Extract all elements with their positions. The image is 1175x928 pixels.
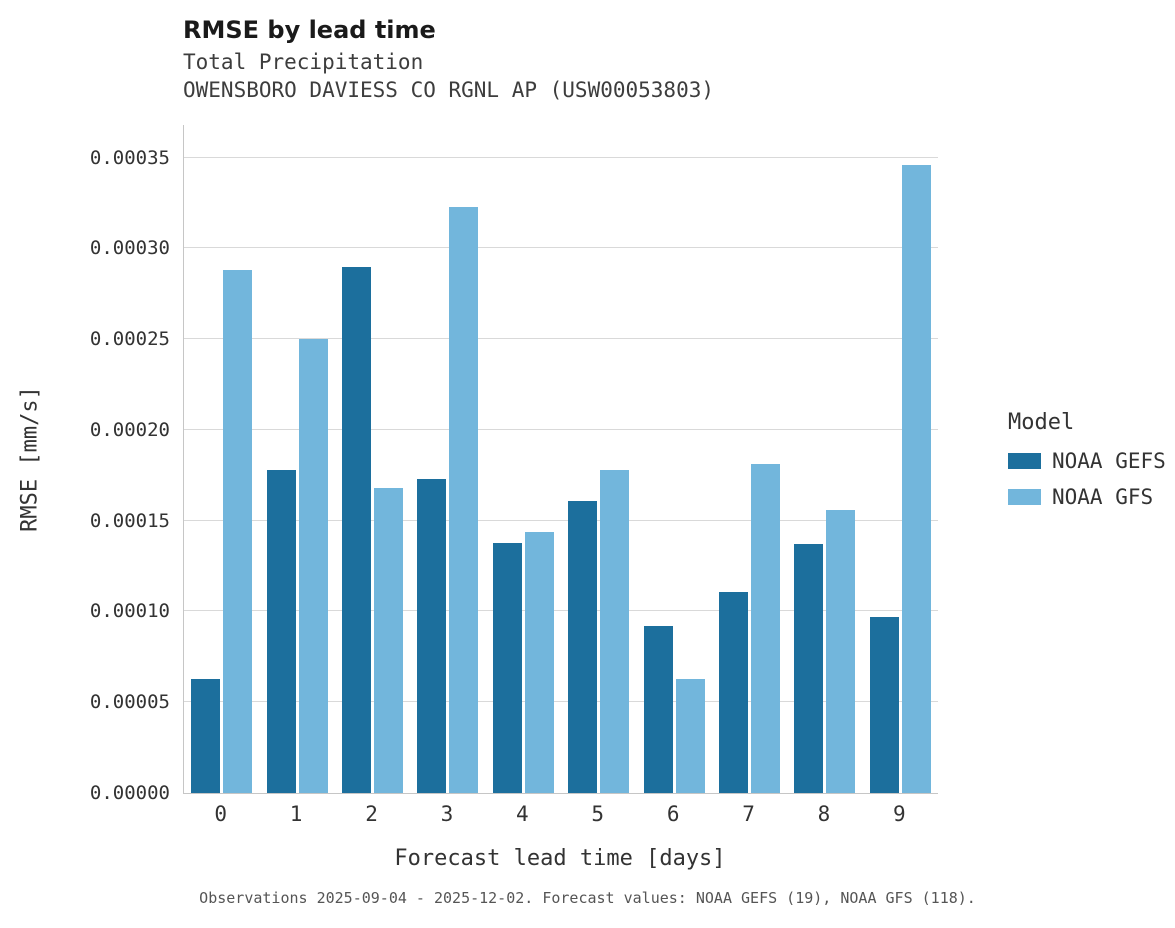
gridline <box>184 610 938 612</box>
x-tick-label: 4 <box>516 802 529 826</box>
y-tick-label: 0.00025 <box>89 328 170 351</box>
x-tick-label: 0 <box>214 802 228 826</box>
bar-group-lead-0 <box>184 125 259 793</box>
bar-noaa-gfs-lead-1 <box>298 339 328 793</box>
y-tick-label: 0.00010 <box>89 600 170 623</box>
y-axis-label: RMSE [mm/s] <box>17 386 43 532</box>
legend-label: NOAA GEFS <box>1052 449 1166 473</box>
bar-noaa-gefs-lead-6 <box>643 626 673 793</box>
bar-noaa-gefs-lead-4 <box>492 542 522 793</box>
plot-area: 0.00000 0.00005 0.00010 0.00015 0.00020 0.000… <box>90 125 938 804</box>
x-tick-label: 9 <box>893 802 906 826</box>
x-tick-label: 3 <box>440 802 454 826</box>
bar-noaa-gfs-lead-2 <box>374 488 404 793</box>
legend: Model NOAA GEFS NOAA GFS <box>1008 410 1166 521</box>
y-tick-label: 0.00020 <box>89 418 170 441</box>
x-tick-label: 2 <box>365 802 378 826</box>
gridline <box>184 156 938 158</box>
legend-items: NOAA GEFS NOAA GFS <box>1008 449 1166 509</box>
bar-group-lead-9 <box>863 125 938 793</box>
chart-title: RMSE by lead time <box>183 16 436 44</box>
bar-group-lead-2 <box>335 125 410 793</box>
bars-layer <box>184 125 938 793</box>
bar-noaa-gfs-lead-3 <box>449 206 479 793</box>
legend-swatch <box>1008 453 1041 469</box>
y-tick-label: 0.00015 <box>89 509 170 532</box>
y-tick-label: 0.00030 <box>89 237 170 260</box>
gridline <box>184 428 938 430</box>
bar-noaa-gefs-lead-1 <box>266 469 296 793</box>
bar-group-lead-6 <box>636 125 711 793</box>
bar-noaa-gefs-lead-9 <box>869 616 899 793</box>
x-tick-label: 8 <box>817 802 831 826</box>
gridline <box>184 701 938 703</box>
x-tick-label: 6 <box>666 802 680 826</box>
x-tick-label: 5 <box>591 802 605 826</box>
x-tick-label: 1 <box>289 802 303 826</box>
legend-title: Model <box>1008 410 1075 435</box>
bar-noaa-gfs-lead-5 <box>600 469 630 793</box>
y-tick-label: 0.00005 <box>89 691 170 714</box>
bar-noaa-gefs-lead-8 <box>794 544 824 793</box>
caption: Observations 2025-09-04 - 2025-12-02. Fo… <box>199 889 976 907</box>
bar-noaa-gfs-lead-4 <box>524 531 554 793</box>
gridline <box>184 519 938 521</box>
gridline <box>184 247 938 249</box>
bar-noaa-gfs-lead-7 <box>751 464 781 793</box>
legend-swatch <box>1008 489 1041 505</box>
y-tick-label: 0.00035 <box>89 146 170 169</box>
y-tick-label: 0.00000 <box>89 782 170 804</box>
bar-noaa-gefs-lead-0 <box>191 678 221 793</box>
legend-item-noaa-gfs: NOAA GFS <box>1008 485 1166 509</box>
legend-item-noaa-gefs: NOAA GEFS <box>1008 449 1166 473</box>
bar-noaa-gfs-lead-0 <box>223 270 253 793</box>
bar-group-lead-7 <box>712 125 787 793</box>
bar-group-lead-4 <box>486 125 561 793</box>
bar-group-lead-8 <box>787 125 862 793</box>
x-tick-labels-row: 0 1 2 3 4 5 6 7 8 9 <box>183 802 937 826</box>
bar-group-lead-1 <box>259 125 334 793</box>
bar-noaa-gefs-lead-3 <box>417 478 447 793</box>
chart-station-line: OWENSBORO DAVIESS CO RGNL AP (USW0005380… <box>183 78 715 102</box>
bar-group-lead-5 <box>561 125 636 793</box>
title-block: RMSE by lead time Total Precipitation OW… <box>183 16 714 106</box>
bar-group-lead-3 <box>410 125 485 793</box>
chart-subtitle: Total Precipitation <box>183 50 424 74</box>
gridline <box>184 338 938 340</box>
bar-noaa-gfs-lead-9 <box>901 164 931 793</box>
x-tick-label: 7 <box>742 802 755 826</box>
bar-noaa-gefs-lead-7 <box>719 591 749 793</box>
bar-noaa-gfs-lead-8 <box>826 509 856 793</box>
x-axis-label: Forecast lead time [days] <box>394 846 726 871</box>
bar-noaa-gfs-lead-6 <box>675 678 705 793</box>
bar-noaa-gefs-lead-2 <box>342 266 372 793</box>
legend-label: NOAA GFS <box>1052 485 1154 509</box>
bar-noaa-gefs-lead-5 <box>568 500 598 793</box>
